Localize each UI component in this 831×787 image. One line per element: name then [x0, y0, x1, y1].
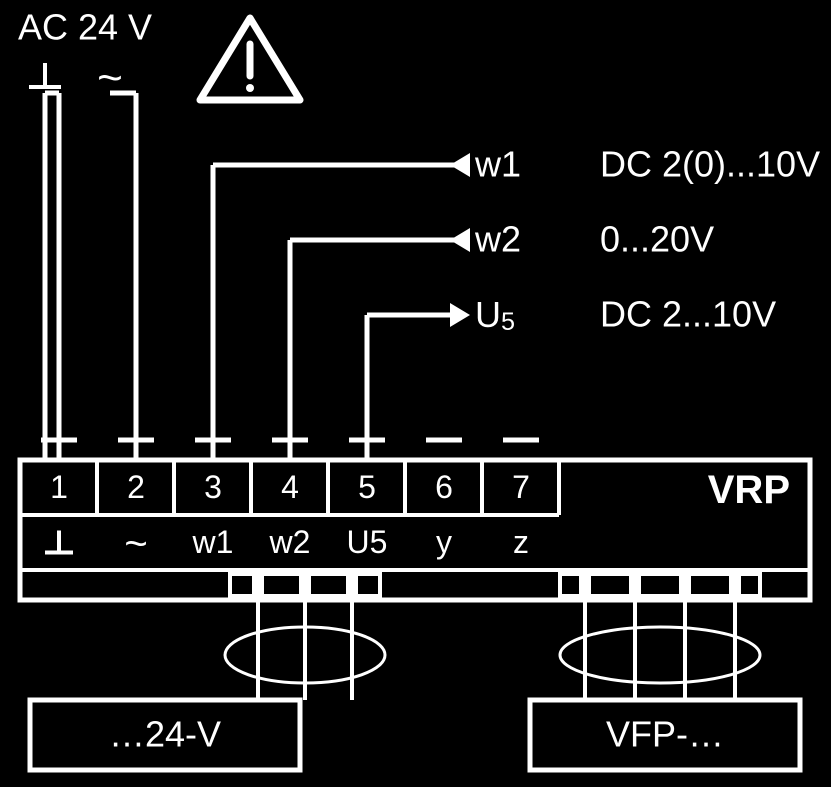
- terminal-name-z: z: [513, 524, 529, 560]
- vrp-label: VRP: [708, 468, 790, 512]
- ac-supply-label: AC 24 V: [18, 7, 152, 48]
- bottom-box-vfp-label: VFP-…: [606, 714, 724, 755]
- signal-label-U: U5: [475, 294, 515, 336]
- warning-icon: [200, 18, 300, 100]
- signal-range-U: DC 2...10V: [600, 294, 776, 335]
- terminal-num-5: 5: [358, 469, 376, 505]
- terminal-num-7: 7: [512, 469, 530, 505]
- bottom-box-24v-label: …24-V: [109, 714, 221, 755]
- signal-label-w1: w1: [474, 144, 521, 185]
- signal-range-w2: 0...20V: [600, 219, 714, 260]
- terminal-num-3: 3: [204, 469, 222, 505]
- terminal-num-1: 1: [50, 469, 68, 505]
- terminal-name-w2: w2: [269, 524, 311, 560]
- terminal-num-6: 6: [435, 469, 453, 505]
- wiring-diagram: AC 24 V~1234567~w1w2U5yzVRPw1DC 2(0)...1…: [0, 0, 831, 787]
- terminal-num-4: 4: [281, 469, 299, 505]
- terminal-num-2: 2: [127, 469, 145, 505]
- signal-label-w2: w2: [474, 219, 521, 260]
- terminal-name-y: y: [436, 524, 452, 560]
- terminal-name-tilde: ~: [124, 522, 147, 566]
- right-cable-shield: [560, 627, 760, 683]
- terminal-name-U5: U5: [347, 524, 388, 560]
- signal-range-w1: DC 2(0)...10V: [600, 144, 820, 185]
- terminal-name-w1: w1: [192, 524, 234, 560]
